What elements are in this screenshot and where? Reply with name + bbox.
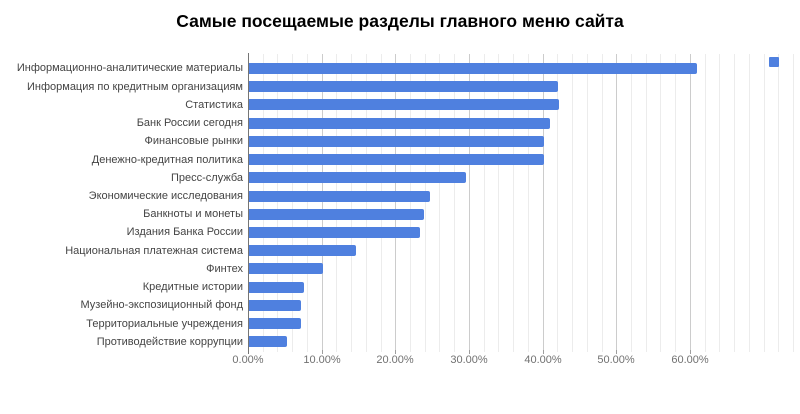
major-gridline [616, 54, 617, 354]
category-label: Противодействие коррупции [96, 336, 243, 348]
x-tick-mark [322, 350, 323, 354]
bar [249, 99, 559, 110]
category-label: Банкноты и монеты [143, 208, 243, 220]
category-label: Музейно-экспозиционный фонд [80, 299, 244, 311]
x-tick-label: 50.00% [597, 354, 635, 366]
bar [249, 136, 544, 147]
chart-title: Самые посещаемые разделы главного меню с… [176, 11, 624, 31]
major-gridline [322, 54, 323, 354]
minor-gridline [734, 54, 735, 352]
x-tick-label: 40.00% [524, 354, 562, 366]
minor-gridline [513, 54, 514, 352]
category-label: Информационно-аналитические материалы [16, 62, 243, 74]
category-label: Финтех [206, 263, 243, 275]
bar [249, 282, 304, 293]
category-label: Экономические исследования [88, 190, 243, 202]
x-tick-label: 30.00% [450, 354, 488, 366]
category-label: Территориальные учреждения [86, 318, 243, 330]
minor-gridline [528, 54, 529, 352]
minor-gridline [439, 54, 440, 352]
minor-gridline [587, 54, 588, 352]
category-label: Национальная платежная система [65, 245, 243, 257]
bar [249, 154, 544, 165]
minor-gridline [498, 54, 499, 352]
minor-gridline [557, 54, 558, 352]
x-tick-mark [469, 350, 470, 354]
x-tick-label: 60.00% [671, 354, 709, 366]
bar [249, 336, 287, 347]
minor-gridline [454, 54, 455, 352]
minor-gridline [793, 54, 794, 352]
minor-gridline [307, 54, 308, 352]
bar [249, 118, 550, 129]
category-label: Пресс-служба [171, 172, 243, 184]
minor-gridline [646, 54, 647, 352]
bar [249, 245, 356, 256]
minor-gridline [484, 54, 485, 352]
minor-gridline [292, 54, 293, 352]
minor-gridline [277, 54, 278, 352]
minor-gridline [631, 54, 632, 352]
minor-gridline [366, 54, 367, 352]
x-tick-mark [690, 350, 691, 354]
minor-gridline [336, 54, 337, 352]
major-gridline [395, 54, 396, 354]
minor-gridline [764, 54, 765, 352]
category-label: Статистика [185, 99, 243, 111]
x-tick-mark [395, 350, 396, 354]
minor-gridline [719, 54, 720, 352]
major-gridline [543, 54, 544, 354]
minor-gridline [602, 54, 603, 352]
x-tick-label: 0.00% [232, 354, 264, 366]
minor-gridline [263, 54, 264, 352]
bar [249, 81, 558, 92]
category-label: Издания Банка России [126, 226, 243, 238]
bar [249, 63, 697, 74]
category-label: Кредитные истории [142, 281, 243, 293]
major-gridline [690, 54, 691, 354]
minor-gridline [778, 54, 779, 352]
bar [249, 300, 301, 311]
minor-gridline [410, 54, 411, 352]
minor-gridline [660, 54, 661, 352]
x-tick-label: 10.00% [303, 354, 341, 366]
x-tick-mark [616, 350, 617, 354]
bar [249, 318, 301, 329]
x-tick-label: 20.00% [376, 354, 414, 366]
category-label: Банк России сегодня [136, 117, 243, 129]
bar [249, 227, 420, 238]
bar [249, 191, 430, 202]
minor-gridline [572, 54, 573, 352]
legend-marker [769, 57, 779, 67]
minor-gridline [675, 54, 676, 352]
minor-gridline [381, 54, 382, 352]
category-label: Денежно-кредитная политика [91, 154, 243, 166]
minor-gridline [425, 54, 426, 352]
minor-gridline [749, 54, 750, 352]
category-label: Финансовые рынки [144, 135, 244, 147]
bar [249, 209, 424, 220]
x-tick-mark [543, 350, 544, 354]
major-gridline [469, 54, 470, 354]
y-axis-baseline [248, 53, 249, 354]
minor-gridline [705, 54, 706, 352]
bar [249, 172, 466, 183]
minor-gridline [351, 54, 352, 352]
category-label: Информация по кредитным организациям [26, 81, 243, 93]
bar [249, 263, 323, 274]
